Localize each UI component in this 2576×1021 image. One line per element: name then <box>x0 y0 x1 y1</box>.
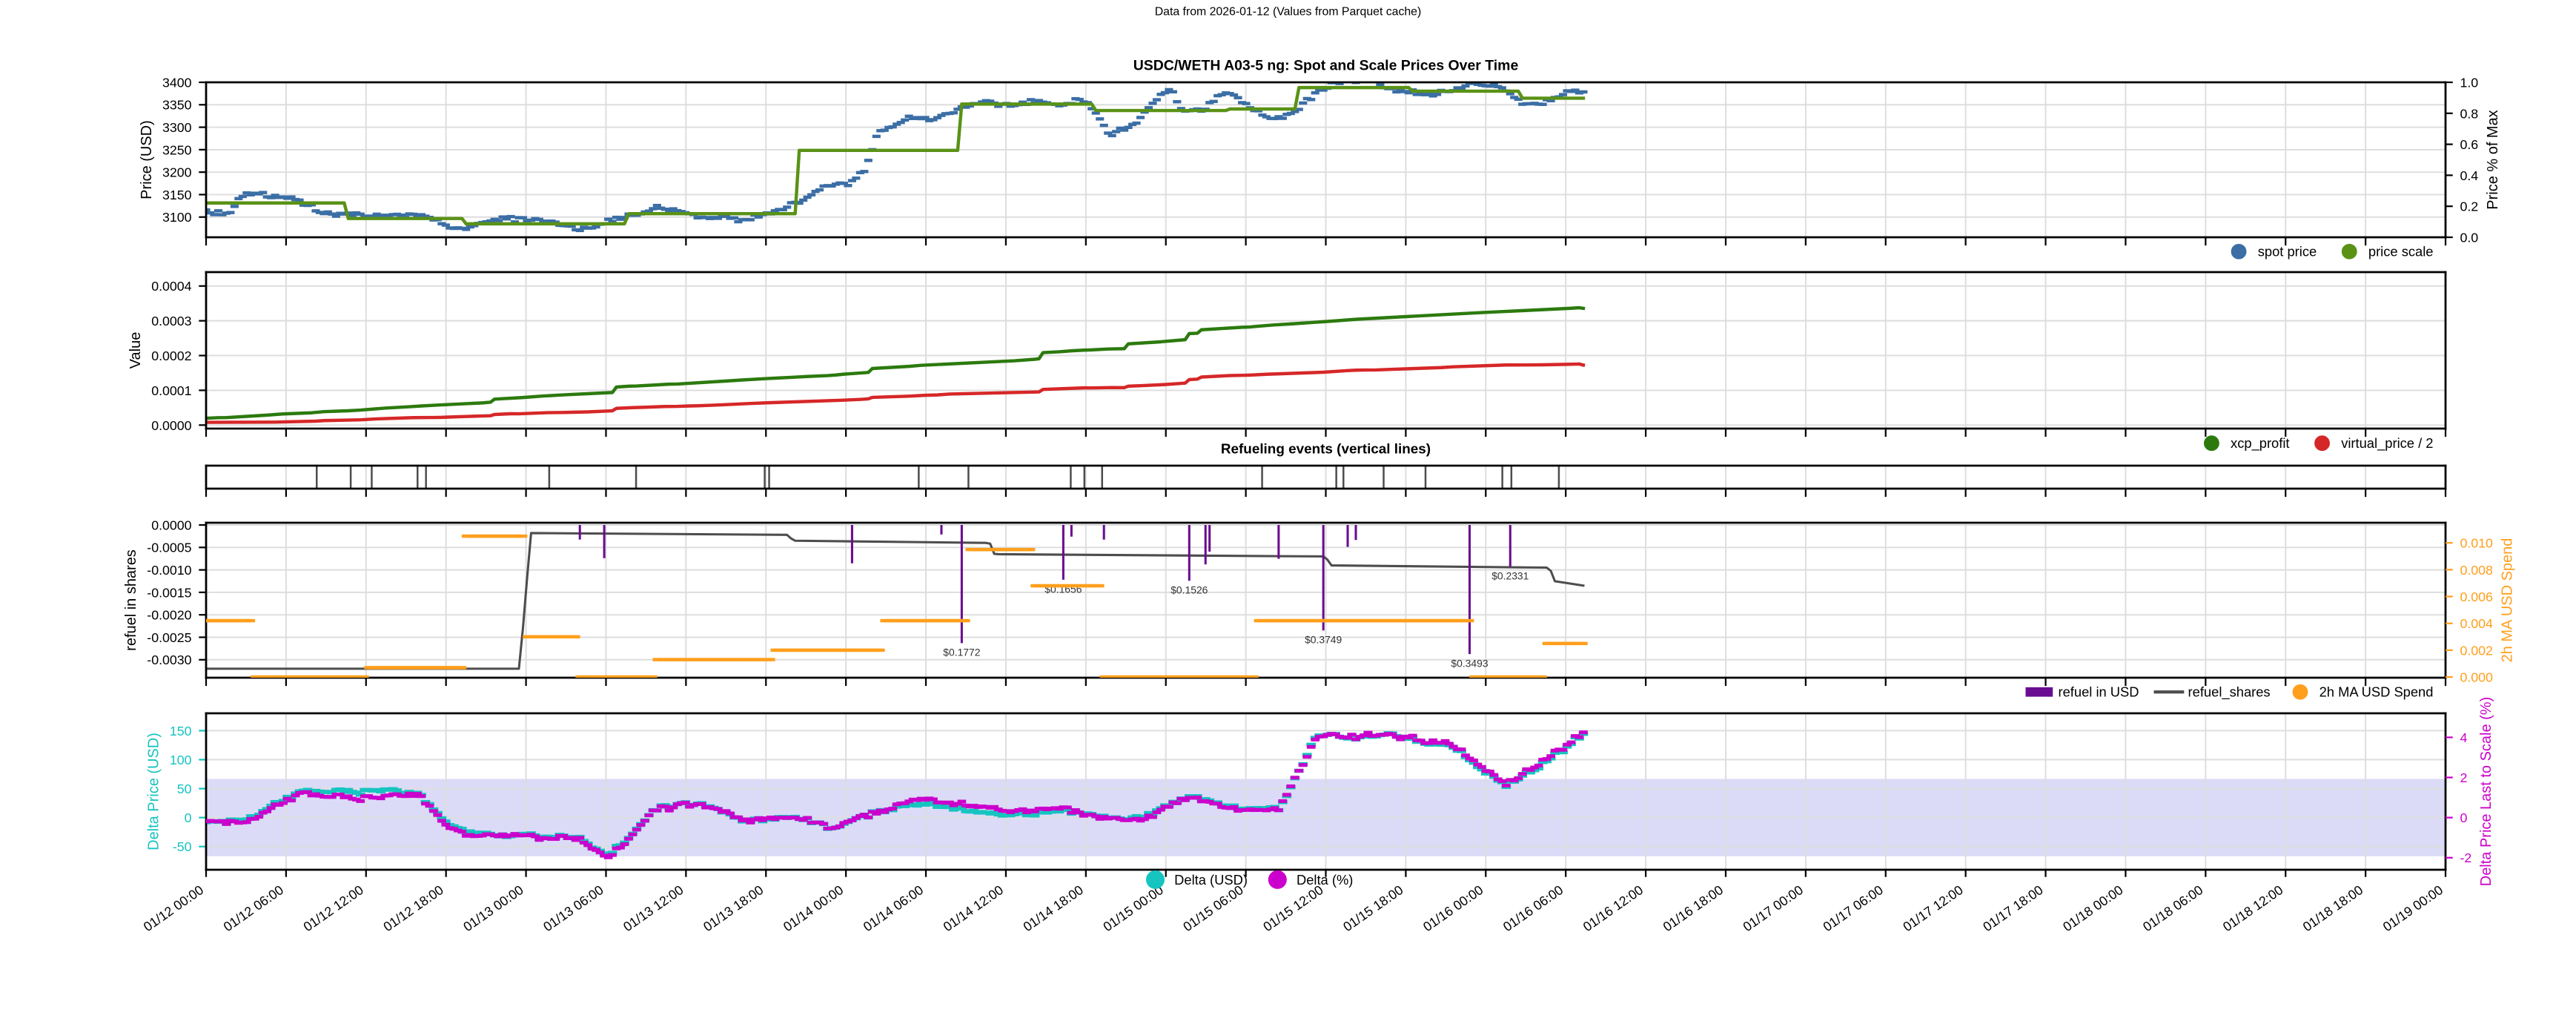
svg-text:0.010: 0.010 <box>2460 536 2493 551</box>
svg-text:spot price: spot price <box>2258 244 2317 260</box>
svg-text:3350: 3350 <box>162 98 192 113</box>
svg-text:Delta (USD): Delta (USD) <box>1174 872 1248 888</box>
svg-text:3300: 3300 <box>162 120 192 135</box>
svg-text:$0.3493: $0.3493 <box>1451 657 1488 669</box>
svg-text:0: 0 <box>2460 810 2467 825</box>
svg-text:Delta Price (USD): Delta Price (USD) <box>146 733 162 850</box>
svg-text:-0.0025: -0.0025 <box>147 630 191 645</box>
svg-text:0.6: 0.6 <box>2460 137 2478 152</box>
svg-text:0: 0 <box>185 810 192 825</box>
svg-text:price scale: price scale <box>2368 244 2434 260</box>
svg-text:2h MA USD Spend: 2h MA USD Spend <box>2500 538 2516 663</box>
svg-text:0.0001: 0.0001 <box>151 383 191 398</box>
svg-text:2: 2 <box>2460 770 2467 785</box>
svg-text:Price (USD): Price (USD) <box>139 120 155 199</box>
svg-text:refuel in shares: refuel in shares <box>123 549 139 651</box>
svg-text:refuel_shares: refuel_shares <box>2188 684 2271 701</box>
svg-text:0.0003: 0.0003 <box>151 314 191 328</box>
svg-text:Delta Price Last to Scale (%): Delta Price Last to Scale (%) <box>2478 697 2494 886</box>
svg-text:0.004: 0.004 <box>2460 616 2493 631</box>
svg-text:0.4: 0.4 <box>2460 168 2478 183</box>
svg-text:0.0000: 0.0000 <box>151 518 191 532</box>
svg-text:Delta (%): Delta (%) <box>1297 872 1353 888</box>
svg-text:0.002: 0.002 <box>2460 643 2492 658</box>
svg-text:-50: -50 <box>173 839 192 854</box>
svg-text:3250: 3250 <box>162 142 192 157</box>
svg-text:0.0: 0.0 <box>2460 230 2478 245</box>
svg-text:Value: Value <box>128 332 144 369</box>
svg-text:2h MA USD Spend: 2h MA USD Spend <box>2320 684 2434 700</box>
svg-text:-0.0010: -0.0010 <box>147 563 191 578</box>
svg-text:Data from 2026-01-12 (Values f: Data from 2026-01-12 (Values from Parque… <box>1155 6 1422 19</box>
svg-text:-0.0005: -0.0005 <box>147 541 191 555</box>
svg-text:virtual_price / 2: virtual_price / 2 <box>2341 435 2433 452</box>
svg-text:3400: 3400 <box>162 75 192 90</box>
svg-text:-2: -2 <box>2460 850 2471 865</box>
svg-text:3150: 3150 <box>162 188 192 202</box>
svg-text:0.0004: 0.0004 <box>151 279 191 294</box>
svg-text:0.0002: 0.0002 <box>151 348 191 363</box>
svg-text:100: 100 <box>170 753 192 767</box>
svg-text:0.006: 0.006 <box>2460 589 2493 604</box>
svg-text:0.008: 0.008 <box>2460 563 2493 578</box>
svg-text:-0.0015: -0.0015 <box>147 585 191 600</box>
svg-text:USDC/WETH A03-5 ng: Spot and S: USDC/WETH A03-5 ng: Spot and Scale Price… <box>1133 57 1519 73</box>
svg-text:-0.0030: -0.0030 <box>147 652 191 667</box>
svg-text:0.0000: 0.0000 <box>151 418 191 433</box>
svg-text:4: 4 <box>2460 730 2467 745</box>
svg-text:$0.2331: $0.2331 <box>1491 570 1529 582</box>
svg-text:refuel in USD: refuel in USD <box>2059 684 2139 700</box>
svg-text:0.000: 0.000 <box>2460 670 2493 685</box>
svg-text:-0.0020: -0.0020 <box>147 608 191 623</box>
svg-text:1.0: 1.0 <box>2460 75 2478 90</box>
svg-text:xcp_profit: xcp_profit <box>2231 435 2289 452</box>
svg-text:0.2: 0.2 <box>2460 199 2478 214</box>
svg-text:50: 50 <box>177 782 192 796</box>
svg-text:$0.1772: $0.1772 <box>943 647 980 658</box>
svg-text:0.8: 0.8 <box>2460 106 2478 121</box>
svg-text:Refueling events (vertical lin: Refueling events (vertical lines) <box>1221 441 1431 457</box>
svg-text:3100: 3100 <box>162 210 192 225</box>
svg-text:Price % of Max: Price % of Max <box>2485 110 2501 209</box>
svg-text:3200: 3200 <box>162 165 192 180</box>
svg-text:$0.3749: $0.3749 <box>1305 634 1342 646</box>
svg-text:$0.1526: $0.1526 <box>1171 584 1208 596</box>
svg-text:150: 150 <box>170 724 192 739</box>
